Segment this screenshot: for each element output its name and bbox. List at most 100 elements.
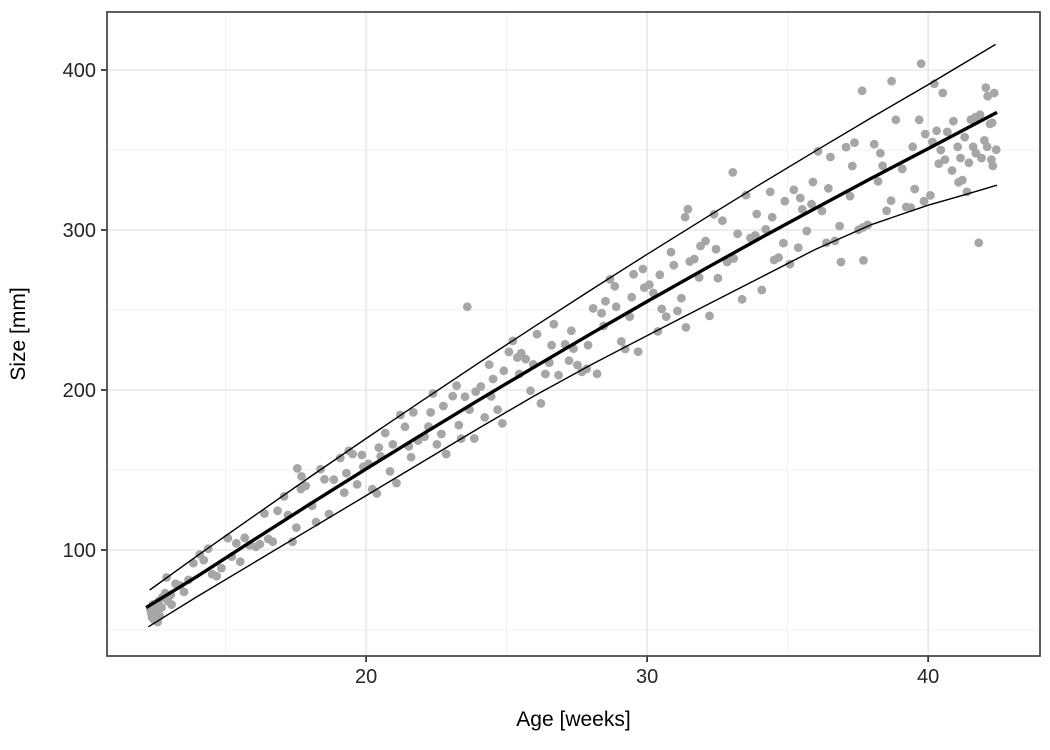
scatter-point (873, 177, 883, 186)
scatter-point (919, 196, 929, 206)
scatter-point (741, 190, 751, 200)
scatter-point (260, 509, 269, 518)
scatter-point (661, 312, 671, 321)
scatter-point (638, 264, 648, 274)
scatter-point (339, 488, 349, 497)
scatter-point (493, 405, 502, 415)
scatter-point (448, 391, 458, 401)
scatter-point (601, 296, 610, 306)
scatter-point (857, 86, 867, 96)
centile-lines (145, 43, 998, 628)
scatter-point (380, 428, 390, 438)
x-tick-label: 20 (355, 666, 377, 688)
scatter-point (342, 468, 351, 478)
scatter-point (680, 212, 690, 222)
scatter-point (536, 399, 546, 408)
scatter-point (960, 132, 970, 142)
scatter-point (348, 449, 357, 459)
scatter-point (835, 221, 844, 231)
scatter-point (564, 356, 574, 366)
scatter-point (988, 161, 998, 171)
scatter-point (807, 199, 816, 209)
scatter-point (940, 155, 950, 165)
scatter-point (989, 88, 999, 98)
scatter-point (212, 571, 222, 581)
scatter-point (532, 329, 542, 339)
scatter-point (616, 337, 626, 346)
scatter-point (752, 209, 762, 219)
scatter-point (385, 467, 395, 476)
scatter-point (750, 231, 760, 240)
scatter-point (991, 145, 1001, 155)
y-tick-label: 400 (63, 60, 96, 82)
scatter-point (297, 472, 306, 481)
scatter-point (454, 420, 464, 430)
scatter-point (352, 480, 362, 489)
scatter-point (357, 450, 367, 460)
scatter-point (876, 148, 885, 158)
scatter-point (611, 302, 621, 312)
x-axis-title: Age [weeks] (516, 708, 630, 731)
scatter-point (547, 340, 556, 350)
scatter-point (824, 184, 833, 193)
scatter-point (728, 168, 738, 177)
scatter-point (956, 153, 965, 163)
scatter-point (400, 422, 410, 432)
scatter-point (718, 216, 727, 226)
scatter-point (761, 225, 771, 234)
scatter-point (729, 254, 739, 263)
scatter-point (802, 226, 812, 236)
scatter-point (767, 212, 777, 222)
scatter-point (541, 369, 550, 379)
scatter-point (974, 238, 984, 248)
scatter-point (847, 161, 857, 171)
scatter-point (597, 308, 606, 318)
scatter-point (441, 449, 451, 459)
scatter-point (588, 304, 598, 313)
scatter-point (439, 401, 448, 411)
axes: 20 30 40 100 200 300 400 (63, 11, 1041, 688)
scatter-point (882, 206, 891, 216)
scatter-point (471, 387, 481, 396)
scatter-points (145, 59, 1001, 627)
scatter-point (462, 302, 472, 312)
scatter-point (878, 161, 887, 171)
scatter-point (199, 555, 209, 565)
scatter-point (633, 347, 643, 356)
scatter-point (666, 247, 676, 257)
scatter-point (779, 238, 788, 248)
median-line (145, 110, 998, 610)
scatter-point (932, 126, 941, 136)
scatter-point (408, 408, 418, 417)
scatter-point (797, 205, 807, 214)
scatter-point (757, 285, 767, 295)
scatter-point (669, 260, 679, 270)
scatter-point (795, 193, 805, 203)
scatter-point (765, 187, 775, 197)
scatter-point (469, 434, 479, 443)
scatter-point (526, 386, 535, 396)
scatter-point (566, 326, 576, 336)
scatter-point (273, 506, 282, 516)
scatter-point (681, 323, 691, 332)
scatter-point (240, 533, 250, 543)
scatter-point (836, 257, 846, 267)
scatter-point (942, 127, 952, 137)
scatter-point (677, 293, 686, 303)
scatter-point (914, 115, 924, 125)
scatter-point (146, 608, 156, 618)
scatter-point (629, 269, 638, 279)
scatter-point (504, 347, 514, 357)
scatter-point (388, 440, 398, 449)
upper-band-line (149, 43, 996, 591)
scatter-point (887, 76, 896, 86)
scatter-point (977, 153, 986, 163)
scatter-point (620, 344, 630, 354)
scatter-point (920, 129, 930, 139)
scatter-point (627, 292, 637, 302)
scatter-point (774, 253, 783, 262)
scatter-point (841, 142, 851, 152)
scatter-point (869, 139, 879, 149)
scatter-point (983, 91, 993, 101)
